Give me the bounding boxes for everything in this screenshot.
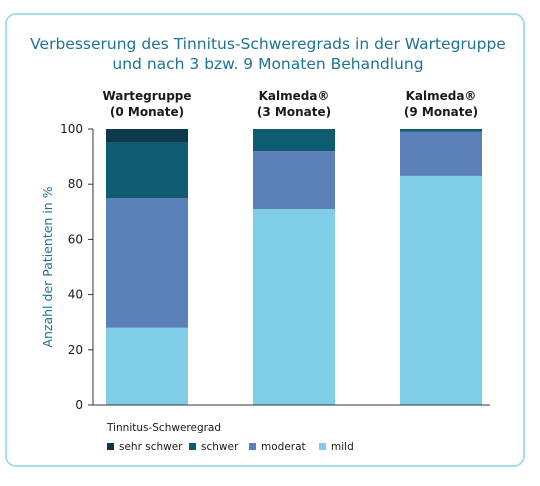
- bar-segment: [400, 129, 482, 132]
- bar-segment: [253, 129, 335, 152]
- bar-segment: [106, 327, 188, 405]
- legend-swatch: [249, 443, 256, 450]
- y-tick-label: 0: [75, 398, 83, 412]
- bar-segment: [400, 131, 482, 176]
- bar-segment: [253, 209, 335, 405]
- bar-segment: [106, 198, 188, 328]
- category-label: Wartegruppe (0 Monate): [102, 89, 191, 119]
- legend-title: Tinnitus-Schweregrad: [106, 422, 221, 434]
- legend-label: sehr schwer: [119, 441, 183, 453]
- bar-segment: [106, 129, 188, 143]
- legend-swatch: [107, 443, 114, 450]
- category-label: Kalmeda® (9 Monate): [404, 89, 478, 119]
- legend-label: schwer: [201, 441, 239, 453]
- y-tick-label: 80: [68, 177, 83, 191]
- legend-swatch: [319, 443, 326, 450]
- category-label: Kalmeda® (3 Monate): [257, 89, 331, 119]
- y-tick-label: 100: [60, 122, 83, 136]
- y-axis-label: Anzahl der Patienten in %: [40, 186, 55, 347]
- y-tick-label: 40: [68, 287, 83, 301]
- bar-segment: [106, 142, 188, 198]
- y-tick-label: 20: [68, 342, 83, 356]
- legend-label: mild: [331, 441, 354, 453]
- bar-segment: [400, 175, 482, 405]
- y-tick-label: 60: [68, 232, 83, 246]
- bar-segment: [253, 151, 335, 210]
- legend-label: moderat: [261, 441, 306, 453]
- chart-title: Verbesserung des Tinnitus-Schweregrads i…: [30, 35, 506, 73]
- legend-swatch: [189, 443, 196, 450]
